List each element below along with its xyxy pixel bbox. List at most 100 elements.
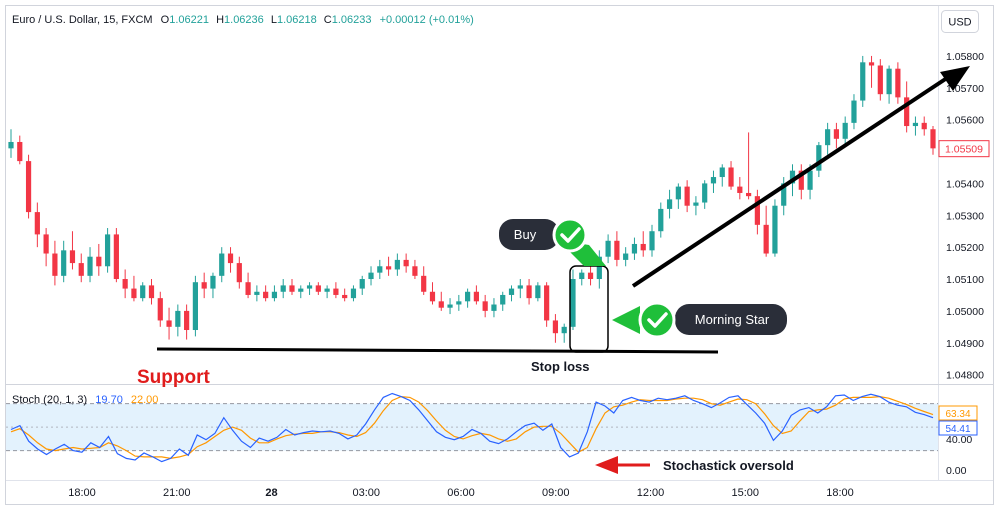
price-axis-tick: 1.04800 xyxy=(946,370,984,382)
buy-check-icon xyxy=(552,217,588,253)
price-axis-tick: 1.05600 xyxy=(946,115,984,127)
low-label: L xyxy=(271,14,277,26)
candle-body xyxy=(78,263,84,276)
candle-body xyxy=(491,304,497,311)
high-value: 1.06236 xyxy=(224,14,264,26)
candle-body xyxy=(930,129,936,149)
morning-star-label: Morning Star xyxy=(695,312,770,327)
currency-button-label[interactable]: USD xyxy=(948,17,971,29)
stoch-badge-lower-text: 54.41 xyxy=(945,424,970,435)
candle-body xyxy=(350,288,357,299)
candle-body xyxy=(131,288,137,299)
candle-body xyxy=(649,231,655,251)
stoch-axis-tick-0: 0.00 xyxy=(946,465,967,477)
candle-body xyxy=(61,250,67,276)
candle-body xyxy=(254,291,260,295)
stoch-badge-upper: 63.34 xyxy=(938,405,978,421)
candle-body xyxy=(34,212,40,235)
time-axis-tick: 15:00 xyxy=(731,487,759,499)
candle-body xyxy=(596,256,602,280)
candle-body xyxy=(298,288,304,292)
candle-body xyxy=(456,301,462,305)
candle-body xyxy=(702,183,708,203)
candle-body xyxy=(227,253,234,264)
morning-star-pointer xyxy=(612,306,640,334)
candle-body xyxy=(306,285,313,289)
time-axis: 18:00 21:00 28 03:00 06:00 09:00 12:00 15:00 18:… xyxy=(68,487,854,499)
candle-body xyxy=(587,272,594,280)
candle-body xyxy=(245,282,251,295)
close-label: C xyxy=(324,14,332,26)
candle-body xyxy=(377,266,383,273)
price-axis-tick: 1.05800 xyxy=(946,51,984,63)
candle-body xyxy=(816,145,822,171)
candle-body xyxy=(236,263,242,283)
oversold-arrow xyxy=(595,456,650,474)
current-price-badge: 1.05509 xyxy=(938,140,990,158)
stoch-oversold-label: Stochastick oversold xyxy=(663,458,794,473)
candle-body xyxy=(175,310,181,327)
candle-body xyxy=(526,285,532,299)
price-axis: 1.058001.057001.056001.054001.053001.052… xyxy=(946,51,984,382)
candle-body xyxy=(579,272,585,280)
candle-body xyxy=(868,62,875,66)
candle-body xyxy=(675,186,681,200)
candle-body xyxy=(122,279,128,289)
candle-body xyxy=(904,97,910,127)
candle-body xyxy=(535,285,541,299)
open-label: O xyxy=(161,14,170,26)
ohlc-header: Euro / U.S. Dollar, 15, FXCM O1.06221 H1… xyxy=(12,14,474,26)
support-label: Support xyxy=(137,367,210,388)
candle-body xyxy=(728,167,734,187)
candle-body xyxy=(473,291,479,302)
candle-body xyxy=(315,285,321,292)
candle-body xyxy=(412,266,418,276)
stoch-d-line xyxy=(10,395,934,460)
candle-body xyxy=(52,253,58,276)
candle-body xyxy=(113,234,119,280)
candle-body xyxy=(25,161,32,213)
candle-body xyxy=(342,294,348,299)
low-value: 1.06218 xyxy=(277,14,317,26)
candle-body xyxy=(763,224,769,254)
candle-body xyxy=(385,266,392,270)
candle-body xyxy=(465,291,471,302)
price-axis-tick: 1.05200 xyxy=(946,242,984,254)
stoch-k-value: 19.70 xyxy=(95,394,123,406)
stoch-label: Stoch (20, 1, 3) xyxy=(12,394,87,406)
candle-body xyxy=(166,320,172,327)
buy-label: Buy xyxy=(514,227,537,242)
candle-body xyxy=(544,285,550,321)
current-price-text: 1.05509 xyxy=(945,144,983,156)
candle-body xyxy=(895,68,901,98)
candle-body xyxy=(877,65,883,95)
candle-body xyxy=(570,279,576,327)
candle-body xyxy=(368,272,374,280)
stoch-k-line xyxy=(10,392,934,463)
candle-body xyxy=(289,285,295,292)
candle-body xyxy=(781,183,787,206)
candle-body xyxy=(737,186,743,193)
candle-body xyxy=(394,259,400,270)
candle-body xyxy=(210,275,216,289)
candle-body xyxy=(605,240,611,257)
candle-body xyxy=(192,282,198,331)
candle-body xyxy=(658,208,664,232)
candle-body xyxy=(148,285,155,299)
candle-body xyxy=(912,122,919,127)
candle-body xyxy=(333,288,339,295)
candle-body xyxy=(219,253,225,276)
candle-body xyxy=(693,202,699,206)
trend-arrow-head xyxy=(940,66,970,91)
candle-body xyxy=(517,285,523,289)
buy-callout: Buy xyxy=(499,217,606,266)
change-value: +0.00012 (+0.01%) xyxy=(380,14,474,26)
time-axis-tick: 06:00 xyxy=(447,487,475,499)
stoch-badge-lower: 54.41 xyxy=(938,420,978,436)
candle-body xyxy=(104,234,111,267)
currency-button[interactable]: USD xyxy=(941,10,979,33)
candle-body xyxy=(429,291,436,302)
candle-body xyxy=(438,301,444,308)
